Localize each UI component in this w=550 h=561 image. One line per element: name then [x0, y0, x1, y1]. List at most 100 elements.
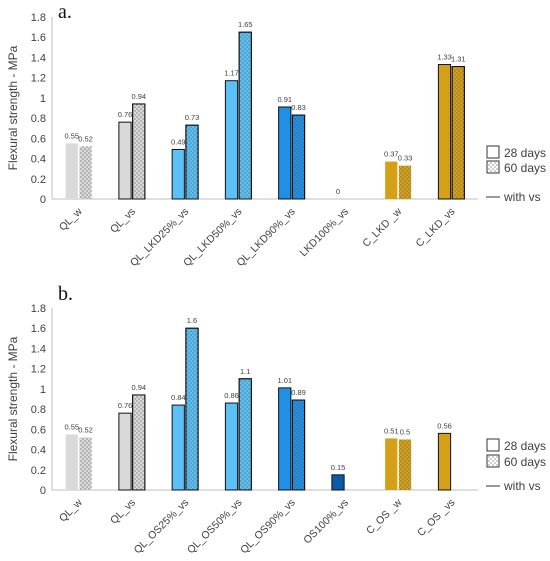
bar-dots-a-6-s1: [398, 165, 412, 199]
data-label-b-4-s0: 1.01: [277, 376, 292, 385]
legend-b-60-label: 60 days: [504, 455, 546, 469]
data-label-a-4-s0: 0.91: [277, 95, 292, 104]
chart-panel-b: b. Flexural strength - MPa 0 0.2 0.4 0.6 0.8 1 1…: [6, 283, 478, 556]
data-label-a-2-s1: 0.73: [185, 113, 200, 122]
data-label-b-3-s0: 0.86: [224, 391, 239, 400]
y-tick-b-7: 1.4: [31, 343, 46, 355]
legend-b-withvs-label: with vs: [503, 479, 541, 493]
y-tick-a-6: 1.2: [31, 73, 46, 85]
category-label-b-2: QL_OS25%_vs: [132, 497, 192, 557]
data-label-a-6-s1: 0.33: [398, 154, 413, 163]
data-label-a-2-s0: 0.49: [171, 137, 186, 146]
legend-a-28-swatch: [486, 145, 500, 159]
data-label-a-3-s1: 1.65: [238, 20, 253, 29]
data-label-b-7-s0: 0.56: [437, 421, 452, 430]
y-tick-a-3: 0.6: [31, 133, 46, 145]
y-tick-b-9: 1.8: [31, 303, 46, 315]
category-label-a-4: QL_LKD90%_vs: [234, 206, 297, 269]
bar-dots-b-4-s1: [291, 399, 306, 491]
data-label-b-2-s1: 1.6: [187, 316, 197, 325]
y-tick-a-5: 1: [40, 93, 46, 105]
category-label-b-3: QL_OS50%_vs: [185, 497, 245, 557]
y-axis-title-a: Flexural strength - MPa: [6, 45, 20, 170]
legend-b-28-swatch: [486, 438, 500, 452]
y-tick-a-1: 0.2: [31, 174, 46, 186]
bar-dots-a-3-s1: [238, 31, 252, 200]
data-label-a-7-s0: 1.33: [437, 53, 452, 62]
legend-a-60-label: 60 days: [504, 161, 546, 175]
bar-dots-a-1-s1: [132, 103, 146, 200]
y-tick-b-5: 1: [40, 384, 46, 396]
bar-b-0-s0: [65, 434, 78, 490]
legend-b-28-label: 28 days: [504, 439, 546, 453]
data-label-a-6-s0: 0.37: [384, 150, 399, 159]
category-label-b-5: OS100%_vs: [301, 497, 351, 547]
bar-dots-a-7-s1: [451, 66, 465, 200]
data-label-a-0-s0: 0.55: [64, 131, 79, 140]
data-label-a-1-s0: 0.76: [118, 110, 133, 119]
bar-b-4-s0: [278, 387, 292, 491]
category-label-b-7: C_OS _vs: [415, 497, 457, 539]
bar-a-2-s0: [171, 148, 185, 200]
bar-b-6-s0: [385, 438, 398, 490]
y-tick-a-0: 0: [40, 194, 46, 206]
bar-b-3-s0: [224, 402, 239, 491]
category-label-a-5: LKD100%_vs: [298, 206, 351, 259]
bar-a-6-s0: [385, 161, 398, 199]
legend-a-28-label: 28 days: [504, 146, 546, 160]
data-label-a-1-s1: 0.94: [131, 92, 146, 101]
bar-a-7-s0: [437, 64, 452, 200]
y-tick-b-2: 0.4: [31, 445, 46, 457]
y-axis-title-b: Flexural strength - MPa: [6, 336, 20, 461]
category-label-a-7: C_LKD_vs: [414, 206, 458, 250]
bar-a-4-s0: [278, 106, 292, 200]
data-label-b-0-s1: 0.52: [78, 425, 93, 434]
legend-a: 28 days 60 days with vs: [486, 145, 546, 204]
category-label-a-6: C_LKD _w: [360, 205, 404, 249]
data-label-b-2-s0: 0.84: [171, 393, 186, 402]
y-tick-a-7: 1.4: [31, 52, 46, 64]
data-label-a-3-s0: 1.17: [224, 69, 239, 78]
legend-a-60-swatch: [486, 160, 500, 174]
y-tick-a-4: 0.8: [31, 113, 46, 125]
bar-a-1-s0: [118, 121, 132, 200]
data-label-b-5-s0: 0.15: [331, 463, 346, 472]
category-label-b-4: QL_OS90%_vs: [238, 497, 298, 557]
y-tick-b-8: 1.6: [31, 323, 46, 335]
bar-dots-b-3-s1: [238, 378, 252, 491]
panel-label-b: b.: [58, 283, 73, 305]
category-label-a-0: QL_w: [57, 205, 85, 233]
panel-label-a: a.: [58, 1, 72, 23]
data-label-a-4-s1: 0.83: [291, 103, 306, 112]
category-label-b-1: QL_vs: [108, 497, 138, 527]
y-tick-b-3: 0.6: [31, 424, 46, 436]
y-tick-a-8: 1.6: [31, 32, 46, 44]
legend-b: 28 days 60 days with vs: [486, 438, 546, 493]
y-tick-b-6: 1.2: [31, 364, 46, 376]
data-label-a-5-s0: 0: [336, 187, 340, 196]
data-label-b-3-s1: 1.1: [240, 367, 250, 376]
y-tick-b-1: 0.2: [31, 465, 46, 477]
bar-dots-a-4-s1: [291, 114, 306, 200]
data-label-b-6-s1: 0.5: [400, 427, 410, 436]
data-label-b-6-s0: 0.51: [384, 426, 399, 435]
bar-a-0-s0: [65, 143, 78, 199]
data-label-a-7-s1: 1.31: [451, 55, 466, 64]
bar-dots-b-1-s1: [132, 394, 146, 491]
y-tick-b-0: 0: [40, 485, 46, 497]
bar-dots-b-2-s1: [185, 327, 199, 491]
bar-b-2-s0: [171, 404, 185, 491]
category-label-a-1: QL_vs: [108, 206, 138, 236]
category-label-b-0: QL_w: [57, 496, 85, 524]
data-label-b-4-s1: 0.89: [291, 388, 306, 397]
bar-b-1-s0: [118, 412, 132, 491]
legend-a-withvs-label: with vs: [503, 190, 541, 204]
data-label-b-1-s1: 0.94: [131, 383, 146, 392]
y-tick-b-4: 0.8: [31, 404, 46, 416]
bar-a-3-s0: [224, 80, 239, 200]
category-label-b-6: C_OS _w: [364, 496, 405, 537]
bar-dots-a-2-s1: [185, 124, 199, 200]
bar-dots-b-6-s1: [398, 439, 412, 490]
legend-b-60-swatch: [486, 454, 500, 468]
